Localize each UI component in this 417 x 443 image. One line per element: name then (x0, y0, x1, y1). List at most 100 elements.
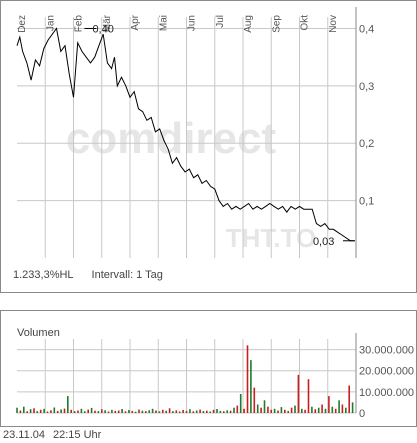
volume-bar (107, 411, 110, 413)
volume-bar (141, 410, 144, 413)
volume-bar (311, 406, 313, 413)
volume-bar (33, 408, 35, 413)
volume-bar (246, 345, 249, 413)
volume-chart-panel: Volumen 0 10.000.000 20.000.000 30.000.000 (0, 310, 417, 427)
volume-bar (263, 400, 266, 413)
volume-bar (117, 410, 120, 413)
volume-bar (328, 396, 330, 413)
volume-bar (243, 408, 245, 413)
volume-bar (60, 409, 62, 413)
price-y-axis: 0,1 0,2 0,3 0,4 (359, 23, 374, 207)
footer-date: 23.11.04 (3, 429, 46, 441)
volume-bar (216, 409, 218, 413)
volume-bar (50, 410, 52, 413)
volume-bar (202, 411, 205, 413)
volume-bar (124, 411, 127, 413)
volume-bar (290, 407, 293, 413)
month-tick-label: Sep (271, 15, 282, 33)
volume-bar (53, 407, 56, 413)
month-tick-label: Mai (158, 15, 169, 31)
interval-label: Intervall: 1 Tag (91, 269, 163, 281)
volume-bar (256, 404, 259, 413)
volume-bar (178, 411, 181, 413)
price-tick-label: 0,3 (359, 81, 374, 93)
volume-bar (84, 411, 86, 413)
volume-bar (189, 409, 191, 413)
month-tick-label: Jan (45, 15, 56, 31)
month-tick-label: Aug (243, 15, 254, 33)
volume-bar (301, 408, 303, 413)
volume-bar (250, 360, 252, 413)
month-tick-label: Dez (17, 15, 28, 33)
volume-bar (314, 409, 317, 413)
volume-bar (104, 410, 106, 413)
volume-bar (341, 404, 344, 413)
volume-bar (73, 411, 76, 413)
month-tick-label: Nov (328, 15, 339, 33)
price-info: 1.233,3%HL Intervall: 1 Tag (13, 269, 163, 281)
volume-bar (223, 411, 225, 413)
volume-bar (195, 410, 198, 413)
volume-bar (158, 411, 161, 413)
month-axis: Dez Jan Feb Mär Apr Mai Jun Jul Aug Sep Okt Nov (17, 14, 339, 32)
volume-bar (280, 407, 283, 413)
volume-bar (67, 396, 69, 413)
volume-bar (182, 410, 184, 413)
volume-bar (267, 406, 269, 413)
volume-bar (345, 407, 347, 413)
volume-bar (334, 408, 337, 413)
volume-bar (294, 405, 296, 413)
volume-bar (233, 407, 235, 413)
volume-bar (94, 410, 96, 413)
volume-tick-label: 0 (359, 408, 365, 420)
price-series (16, 27, 355, 242)
volume-bar (26, 411, 28, 413)
volume-bar (101, 409, 103, 413)
volume-bar (63, 408, 66, 413)
volume-bar (114, 410, 117, 413)
volume-bar (260, 407, 262, 413)
volume-bar (317, 407, 320, 413)
volume-bar (277, 410, 279, 413)
volume-bar (70, 409, 72, 413)
price-grid (17, 7, 357, 258)
volume-bar (19, 410, 22, 413)
watermark-brand: comdirect (66, 114, 277, 163)
volume-tick-label: 30.000.000 (359, 345, 414, 357)
volume-bar (297, 374, 300, 413)
volume-tick-label: 20.000.000 (359, 366, 414, 378)
price-change: 1.233,3%HL (13, 269, 74, 281)
month-tick-label: Jun (187, 15, 198, 31)
footer-time: 22:15 Uhr (53, 429, 102, 441)
volume-bar (145, 411, 147, 413)
price-annotations: 0,40 0,03 (84, 23, 355, 248)
volume-bar (351, 402, 354, 413)
volume-bar (199, 409, 201, 413)
volume-bar (212, 409, 215, 413)
volume-bar (185, 410, 188, 413)
volume-bar (168, 408, 171, 413)
volume-bar (134, 411, 137, 413)
volume-bar (23, 406, 25, 413)
watermark: comdirect THT.TO (66, 114, 316, 253)
volume-bar (29, 409, 32, 413)
volume-bar (43, 408, 45, 413)
volume-bar (304, 409, 306, 413)
price-chart-panel: comdirect THT.TO Dez Jan Feb Mär Apr Mai Jun Ju… (0, 0, 417, 293)
annotation-label: 0,40 (92, 23, 113, 35)
month-tick-label: Okt (300, 15, 311, 31)
volume-bar (209, 411, 211, 413)
volume-bar (97, 411, 100, 413)
month-tick-label: Jul (215, 15, 226, 28)
volume-bar (273, 408, 276, 413)
volume-bar (324, 408, 327, 413)
volume-bar (39, 409, 42, 413)
volume-bar (162, 409, 164, 413)
volume-bar (338, 400, 340, 413)
volume-y-axis: 0 10.000.000 20.000.000 30.000.000 (359, 345, 414, 420)
volume-grid (17, 333, 357, 414)
volume-bar (155, 410, 157, 413)
volume-bar (348, 385, 350, 413)
month-tick-label: Feb (74, 15, 85, 33)
volume-bar (165, 410, 167, 413)
